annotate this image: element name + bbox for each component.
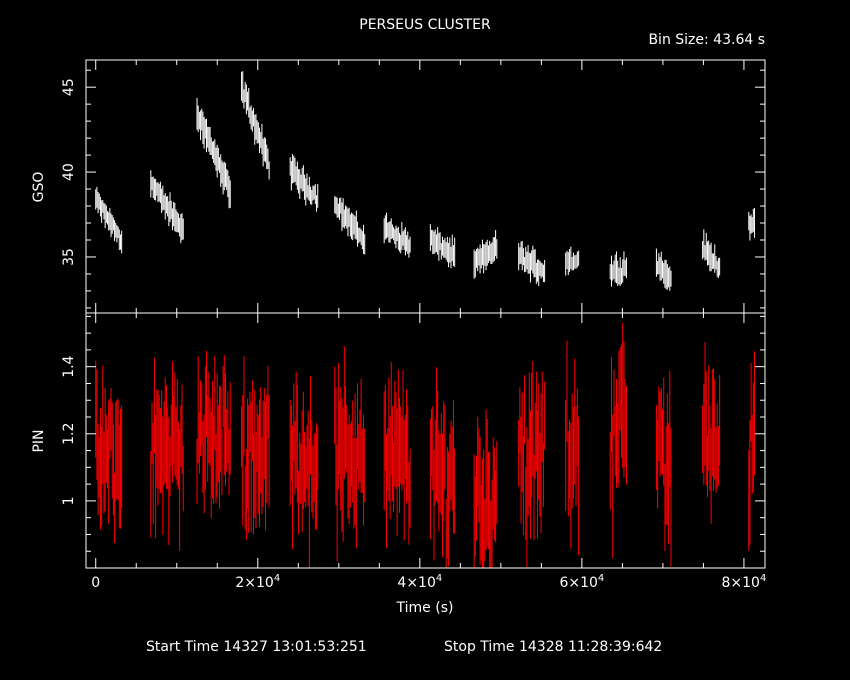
gso-y-tick-label: 35 bbox=[61, 248, 77, 266]
pin-data-points bbox=[95, 322, 755, 568]
gso-y-tick-label: 45 bbox=[61, 78, 77, 96]
pin-y-tick-label: 1.2 bbox=[61, 423, 77, 445]
pin-plot-frame bbox=[85, 312, 766, 569]
pin-panel: 1 1.2 1.4 0 2×104 4×104 6×104 8×104 bbox=[61, 312, 767, 591]
bin-size-label: Bin Size: 43.64 s bbox=[648, 32, 765, 48]
x-axis-label: Time (s) bbox=[396, 600, 454, 616]
gso-axis-label: GSO bbox=[31, 172, 47, 203]
x-tick-label: 6×104 bbox=[559, 573, 604, 591]
gso-panel: 35 40 45 bbox=[61, 59, 766, 314]
x-tick-label: 0 bbox=[91, 575, 100, 591]
stop-time-label: Stop Time 14328 11:28:39:642 bbox=[444, 639, 662, 655]
pin-y-tick-label: 1.4 bbox=[61, 355, 77, 377]
gso-data-points bbox=[95, 71, 755, 291]
start-time-label: Start Time 14327 13:01:53:251 bbox=[146, 639, 367, 655]
x-tick-label: 4×104 bbox=[397, 573, 442, 591]
chart-title: PERSEUS CLUSTER bbox=[359, 17, 491, 33]
x-tick-label: 8×104 bbox=[722, 573, 767, 591]
pin-y-tick-label: 1 bbox=[61, 496, 77, 505]
pin-axis-label: PIN bbox=[31, 429, 47, 452]
x-tick-label: 2×104 bbox=[235, 573, 280, 591]
gso-y-tick-label: 40 bbox=[61, 163, 77, 181]
gso-plot-frame bbox=[85, 59, 766, 314]
